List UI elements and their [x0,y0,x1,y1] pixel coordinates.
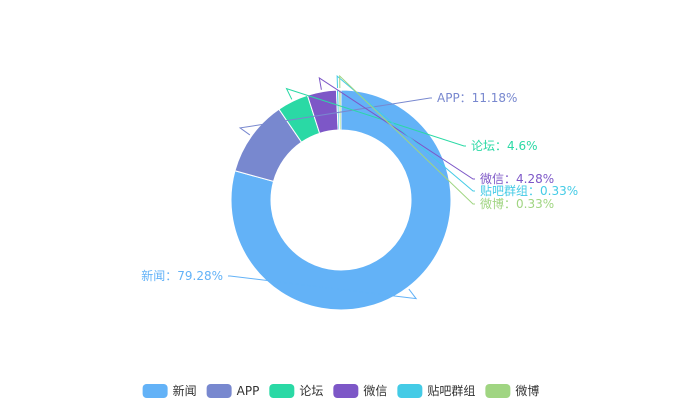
slice-label-5: 微博：0.33% [480,196,554,211]
legend-item-5[interactable]: 微博 [485,383,539,398]
legend-label-3: 微信 [363,384,387,398]
legend-label-5: 微博 [515,383,539,398]
slice-labels-layer: 新闻：79.28% APP：11.18% 论坛：4.6% 微信：4.28%贴吧群组：0… [141,91,578,283]
slice-label-1: APP：11.18% [437,91,517,105]
legend-swatch-4 [397,384,423,398]
legend-label-2: 论坛 [299,384,323,398]
legend-item-3[interactable]: 微信 [333,384,387,398]
slice-label-2: 论坛：4.6% [471,139,538,153]
leader-line-5 [339,74,475,205]
legend-label-0: 新闻 [173,383,197,398]
legend-label-4: 贴吧群组 [427,384,475,398]
legend-swatch-0 [142,384,168,398]
legend-swatch-3 [333,384,359,398]
slice-5[interactable] [338,89,342,131]
legend-swatch-2 [269,384,295,398]
leader-lines-layer [228,74,475,300]
leader-line-1 [238,97,432,136]
legend-item-1[interactable]: APP [206,384,260,398]
legend-item-4[interactable]: 贴吧群组 [397,384,475,398]
legend-item-2[interactable]: 论坛 [269,384,323,398]
legend-swatch-1 [206,384,232,398]
slices-layer [230,89,452,311]
leader-line-3 [318,76,475,180]
slice-0[interactable] [230,89,452,311]
legend: 新闻 APP 论坛 微信 贴吧群组 微博 [142,383,539,398]
slice-label-3: 微信：4.28% [480,172,554,186]
leader-line-0 [228,275,418,300]
leader-line-2 [285,87,466,147]
slice-label-4: 贴吧群组：0.33% [480,184,578,198]
legend-item-0[interactable]: 新闻 [142,383,197,398]
slice-label-0: 新闻：79.28% [141,268,223,283]
leader-line-4 [336,74,475,192]
legend-label-1: APP [237,384,260,398]
legend-swatch-5 [485,384,511,398]
